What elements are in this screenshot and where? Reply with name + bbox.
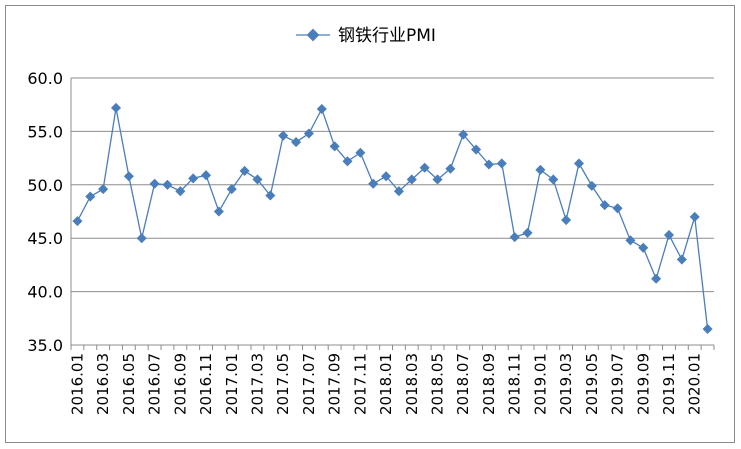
data-point — [471, 144, 482, 155]
y-tick-label: 35.0 — [27, 336, 63, 355]
x-tick-label: 2017.03 — [248, 353, 266, 415]
x-tick-label: 2019.03 — [557, 353, 575, 415]
legend-label: 钢铁行业PMI — [338, 26, 436, 46]
data-point — [458, 129, 469, 140]
data-point — [612, 203, 623, 214]
data-point — [702, 323, 713, 335]
data-point — [110, 102, 122, 113]
data-point — [535, 164, 546, 175]
data-point — [548, 174, 559, 185]
data-point — [85, 191, 96, 202]
data-point — [278, 130, 289, 141]
data-point — [419, 162, 430, 173]
x-tick-label: 2019.07 — [609, 353, 627, 415]
grid-lines — [71, 77, 714, 346]
data-point — [509, 232, 520, 243]
data-point — [586, 180, 597, 191]
x-tick-label: 2016.07 — [146, 353, 164, 415]
x-tick-label: 2017.11 — [351, 353, 369, 415]
data-point — [201, 170, 212, 181]
data-point — [432, 174, 443, 185]
data-point — [98, 184, 109, 195]
data-point — [689, 211, 700, 222]
data-point — [573, 158, 584, 169]
y-tick-label: 60.0 — [27, 69, 63, 88]
data-point — [252, 174, 263, 185]
data-point — [393, 186, 404, 197]
data-point — [291, 137, 302, 148]
data-point — [329, 141, 340, 152]
x-tick-label: 2016.01 — [68, 353, 86, 415]
x-tick-label: 2017.01 — [223, 353, 241, 415]
data-point — [638, 242, 649, 253]
data-point — [663, 229, 675, 241]
data-point — [123, 171, 134, 182]
x-tick-label: 2017.09 — [326, 353, 344, 415]
y-tick-label: 55.0 — [27, 122, 63, 141]
x-tick-label: 2016.11 — [197, 353, 215, 415]
data-point — [72, 216, 83, 227]
x-tick-label: 2018.07 — [454, 353, 472, 415]
data-point — [213, 206, 224, 217]
x-tick-label: 2019.05 — [583, 353, 601, 415]
data-point — [522, 227, 533, 238]
x-tick-label: 2016.09 — [171, 353, 189, 415]
data-point — [239, 165, 250, 176]
data-point — [445, 163, 456, 174]
data-point — [625, 235, 636, 246]
x-tick-label: 2018.11 — [506, 353, 524, 415]
x-tick-label: 2016.03 — [94, 353, 112, 415]
data-point — [316, 103, 327, 114]
series-pmi — [72, 102, 713, 335]
x-tick-label: 2018.05 — [429, 353, 447, 415]
data-point — [162, 179, 173, 190]
data-point — [406, 174, 417, 185]
series-line — [76, 107, 709, 330]
data-point — [226, 184, 237, 195]
data-point — [136, 233, 147, 244]
legend-marker — [306, 28, 320, 42]
x-tick-label: 2019.01 — [531, 353, 549, 415]
data-point — [265, 190, 276, 201]
data-point — [342, 156, 353, 167]
x-tick-label: 2018.03 — [403, 353, 421, 415]
y-tick-label: 40.0 — [27, 283, 63, 302]
data-point — [368, 178, 379, 189]
data-point — [175, 186, 186, 197]
y-axis: 35.0 40.0 45.0 50.0 55.0 60.0 — [27, 69, 72, 355]
data-point — [561, 215, 572, 226]
data-point — [303, 128, 314, 139]
x-tick-label: 2019.09 — [634, 353, 652, 415]
data-point — [381, 171, 392, 182]
data-point — [188, 173, 199, 184]
data-point — [496, 158, 507, 169]
data-point — [651, 273, 662, 284]
data-point — [355, 147, 366, 158]
x-tick-label: 2018.01 — [377, 353, 395, 415]
y-tick-label: 45.0 — [27, 229, 63, 248]
data-point — [599, 200, 610, 211]
data-point — [676, 254, 687, 265]
x-tick-label: 2017.07 — [300, 353, 318, 415]
x-tick-label: 2020.01 — [686, 353, 704, 415]
x-tick-label: 2018.09 — [480, 353, 498, 415]
data-point — [483, 159, 494, 170]
x-tick-label: 2017.05 — [274, 353, 292, 415]
x-tick-label: 2016.05 — [120, 353, 138, 415]
y-tick-label: 50.0 — [27, 176, 63, 195]
data-point — [149, 178, 160, 189]
x-axis: 2016.01 2016.03 2016.05 2016.07 2016.09 2016.… — [68, 345, 715, 415]
legend: 钢铁行业PMI — [296, 26, 436, 46]
x-tick-label: 2019.11 — [660, 353, 678, 415]
